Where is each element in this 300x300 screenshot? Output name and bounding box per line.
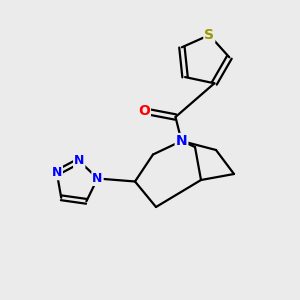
Text: N: N [92, 172, 103, 185]
Text: N: N [52, 166, 62, 179]
Text: N: N [176, 134, 187, 148]
Text: O: O [138, 104, 150, 118]
Text: N: N [74, 154, 84, 167]
Text: S: S [204, 28, 214, 42]
